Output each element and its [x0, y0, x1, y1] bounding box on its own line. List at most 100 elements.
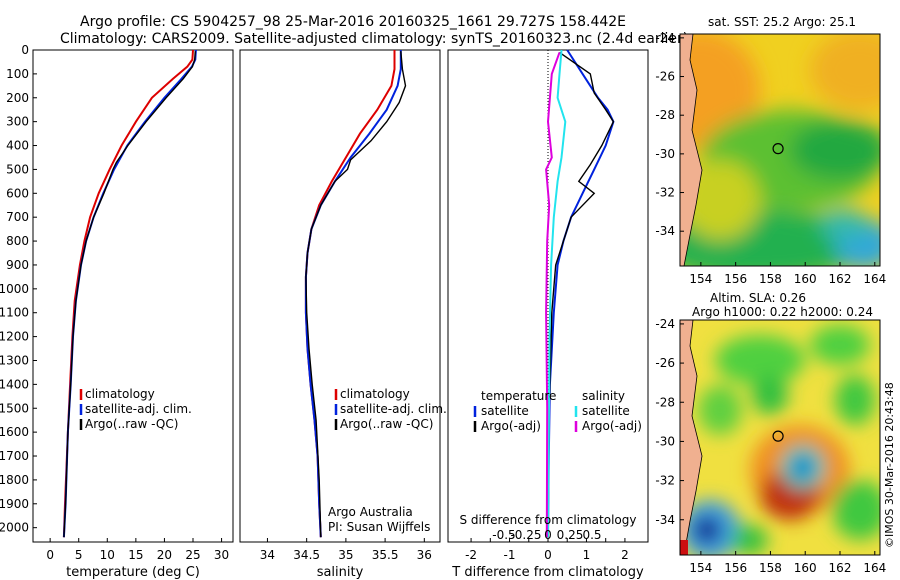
map-x-tick-label: 154 [689, 561, 712, 575]
sst-land [680, 34, 703, 266]
temperature-panel: 0100200300400500600700800900100011001200… [0, 43, 234, 580]
s-difference-title: S difference from climatology [460, 513, 637, 527]
series-line-argo [547, 51, 615, 538]
temperature-x-axis: 0 5 10 15 20 25 30 [46, 538, 229, 562]
map-y-tick-label: -32 [655, 186, 675, 200]
difference-x-axis: -2 -1 0 1 2 [465, 538, 629, 562]
salinity-x-axis: 34 34.5 35 35.5 36 [260, 538, 432, 562]
depth-tick-label: 200 [6, 91, 29, 105]
series-line-argo [63, 51, 196, 538]
top-tick-label: 0 [544, 528, 552, 542]
temperature-lines [62, 49, 197, 538]
depth-tick-label: 600 [6, 186, 29, 200]
header-line-1: Argo profile: CS 5904257_98 25-Mar-2016 … [80, 14, 626, 30]
map-y-tick-label: -30 [655, 434, 675, 448]
depth-tick-label: 0 [21, 43, 29, 57]
x-tick-label: 15 [128, 548, 143, 562]
top-tick-label: -0.25 [510, 528, 541, 542]
sla-map-axes: 154 156 158 160 162 164 -24 -26 -28 -30 -32 -34 [655, 317, 886, 575]
temperature-xlabel: temperature (deg C) [66, 565, 200, 580]
map-y-tick-label: -26 [655, 356, 675, 370]
salinity-axes-frame [239, 49, 441, 543]
map-x-tick-label: 158 [759, 272, 782, 286]
legend-label-sat: satellite-adj. clim. [85, 402, 192, 416]
map-y-tick-label: -26 [655, 70, 675, 84]
temperature-axes-frame [32, 49, 234, 543]
depth-tick-label: 1800 [0, 473, 29, 487]
legend-label-sat: satellite-adj. clim. [340, 402, 447, 416]
depth-tick-label: 700 [6, 210, 29, 224]
top-tick-label: -0.5 [492, 528, 515, 542]
legend-header-temperature: temperature [481, 389, 556, 403]
x-tick-label: -1 [504, 548, 516, 562]
legend-label-clim: climatology [85, 387, 155, 401]
salinity-lines [304, 50, 407, 538]
depth-tick-label: 1000 [0, 282, 29, 296]
sst-map-frame [679, 33, 881, 267]
sst-map-title: sat. SST: 25.2 Argo: 25.1 [708, 15, 856, 29]
legend-label-argo: Argo(-adj) [481, 419, 541, 433]
depth-axis: 0 100 200 300 400 500 600 700 800 900 1000 1100 1200… [0, 43, 37, 535]
map-x-tick-label: 164 [863, 272, 886, 286]
x-tick-label: 0 [46, 548, 54, 562]
map-x-tick-label: 160 [794, 272, 817, 286]
depth-tick-label: 100 [6, 67, 29, 81]
s-difference-ticks: -0.5-0.25 0 0.25 0.5 [492, 528, 601, 542]
series-line-sat [62, 49, 197, 538]
sla-map-title: Altim. SLA: 0.26 [710, 291, 806, 305]
series-line-sat_s [547, 49, 567, 538]
map-x-tick-label: 156 [724, 272, 747, 286]
salinity-panel: 34 34.5 35 35.5 36 climatologysatellite-adj.… [239, 49, 447, 580]
depth-tick-label: 900 [6, 258, 29, 272]
depth-tick-label: 1600 [0, 425, 29, 439]
x-tick-label: 10 [100, 548, 115, 562]
legend-header-salinity: salinity [582, 389, 625, 403]
sst-field [680, 34, 880, 266]
difference-legend: temperature salinitysatelliteArgo(-adj)sa… [473, 389, 642, 433]
map-x-tick-label: 156 [724, 561, 747, 575]
map-y-tick-label: -30 [655, 147, 675, 161]
sla-map-subtitle: Argo h1000: 0.22 h2000: 0.24 [692, 305, 873, 319]
map-x-tick-label: 162 [829, 561, 852, 575]
depth-tick-label: 1400 [0, 377, 29, 391]
sla-map: Altim. SLA: 0.26 Argo h1000: 0.22 h2000:… [655, 291, 886, 575]
x-tick-label: 34 [260, 548, 275, 562]
legend-label-argo: Argo(..raw -QC) [85, 417, 178, 431]
map-y-tick-label: -24 [655, 31, 675, 45]
map-y-tick-label: -28 [655, 108, 675, 122]
map-x-tick-label: 154 [689, 272, 712, 286]
difference-lines [545, 49, 615, 538]
x-tick-label: 34.5 [293, 548, 320, 562]
map-x-tick-label: 162 [829, 272, 852, 286]
legend-label-argo: Argo(..raw -QC) [340, 417, 433, 431]
x-tick-label: 35 [338, 548, 353, 562]
header-line-2: Climatology: CARS2009. Satellite-adjuste… [60, 31, 688, 47]
top-tick-label: 0.5 [582, 528, 601, 542]
credit-text: ©IMOS 30-Mar-2016 20:43:48 [883, 382, 896, 548]
x-tick-label: 35.5 [372, 548, 399, 562]
t-difference-xlabel: T difference from climatology [451, 565, 644, 580]
map-y-tick-label: -34 [655, 513, 675, 527]
depth-tick-label: 500 [6, 162, 29, 176]
series-line-clim [62, 49, 194, 538]
annotation-argo-australia: Argo Australia [328, 505, 413, 519]
map-x-tick-label: 164 [863, 561, 886, 575]
legend-label-clim: climatology [340, 387, 410, 401]
x-tick-label: 30 [214, 548, 229, 562]
depth-tick-label: 1300 [0, 353, 29, 367]
depth-tick-label: 800 [6, 234, 29, 248]
series-line-sat [304, 50, 402, 538]
map-y-tick-label: -28 [655, 395, 675, 409]
series-line-argo_s [545, 52, 561, 538]
sla-map-frame [679, 319, 881, 556]
argo-location-marker-sla [772, 430, 784, 442]
series-line-clim [304, 50, 396, 538]
sla-field [680, 325, 880, 555]
x-tick-label: 0 [544, 548, 552, 562]
sla-corner-patch [680, 540, 688, 555]
sst-map: sat. SST: 25.2 Argo: 25.1 154 156 158 160 16… [655, 15, 886, 286]
map-x-tick-label: 160 [794, 561, 817, 575]
map-y-tick-label: -34 [655, 224, 675, 238]
